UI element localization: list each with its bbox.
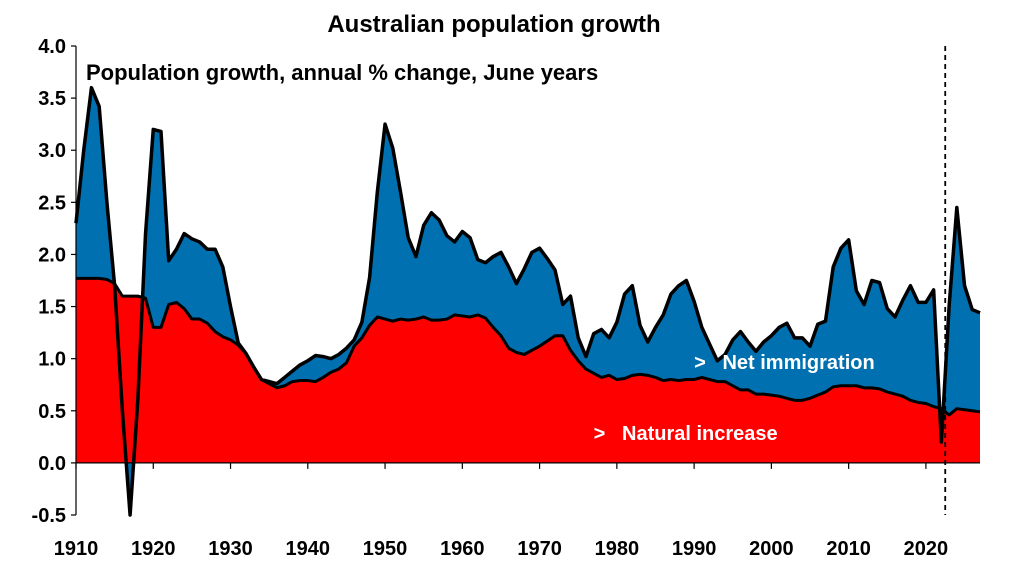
y-tick-label: 0.0 <box>38 453 66 475</box>
axes: -0.5 0.0 0.5 1.0 1.5 2.0 2.5 3.0 3.5 4.0 1910 1920 1… <box>32 36 980 560</box>
y-tick-label: 2.0 <box>38 244 66 266</box>
y-tick-label: 2.5 <box>38 192 66 214</box>
x-tick-label: 1960 <box>440 538 485 560</box>
y-tick-label: 1.0 <box>38 349 66 371</box>
x-tick-label: 1970 <box>517 538 562 560</box>
net-immigration-label: > Net immigration <box>694 352 875 374</box>
natural-increase-line <box>76 276 981 417</box>
x-tick-label: 1980 <box>595 538 640 560</box>
x-tick-label: 1910 <box>54 538 99 560</box>
chart-title: Australian population growth <box>327 11 660 38</box>
plot-area <box>74 46 981 517</box>
annotations: > Net immigration > Natural increase <box>594 352 875 445</box>
y-tick-label: -0.5 <box>32 505 66 527</box>
x-tick-label: 1920 <box>131 538 176 560</box>
y-tick-label: 4.0 <box>38 36 66 58</box>
total-growth-line <box>74 85 981 517</box>
natural-increase-area <box>76 278 980 463</box>
x-tick-label: 1990 <box>672 538 717 560</box>
x-tick-label: 1950 <box>363 538 408 560</box>
y-tick-label: 1.5 <box>38 297 66 319</box>
y-tick-label: 3.0 <box>38 140 66 162</box>
x-tick-label: 2020 <box>904 538 949 560</box>
x-tick-label: 1940 <box>286 538 331 560</box>
chart-subtitle: Population growth, annual % change, June… <box>86 60 598 85</box>
x-tick-label: 2010 <box>826 538 871 560</box>
x-tick-label: 1930 <box>208 538 253 560</box>
natural-increase-label: > Natural increase <box>594 423 778 445</box>
y-tick-label: 3.5 <box>38 88 66 110</box>
x-tick-label: 2000 <box>749 538 794 560</box>
y-tick-label: 0.5 <box>38 401 66 423</box>
